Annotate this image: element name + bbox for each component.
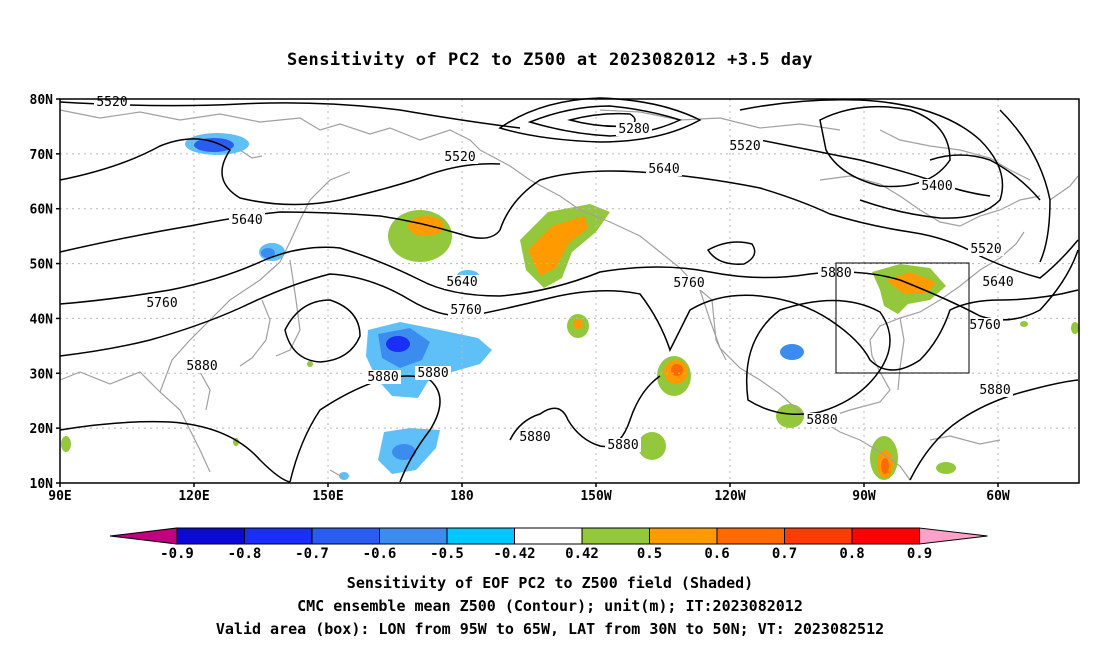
colorbar-segment xyxy=(784,527,853,545)
map-frame xyxy=(59,98,1080,484)
lon-tick-label: 60W xyxy=(986,489,1010,504)
lat-tick-label: 40N xyxy=(30,312,54,327)
colorbar-tick-label: -0.9 xyxy=(160,546,194,562)
lat-tick-label: 10N xyxy=(30,477,54,492)
shade-positive-patch xyxy=(61,204,1079,480)
contour-labels: 5520 5280 5640 5520 5640 5520 5400 5520 5640 5760… xyxy=(94,95,1016,453)
contour-label: 5880 xyxy=(186,359,217,374)
contour-label: 5880 xyxy=(367,370,398,385)
contour-label: 5640 xyxy=(982,275,1013,290)
caption-valid-area: Valid area (box): LON from 95W to 65W, L… xyxy=(215,620,885,638)
colorbar-segment xyxy=(716,527,785,545)
contour-label: 5640 xyxy=(231,213,262,228)
contour-label: 5760 xyxy=(146,296,177,311)
colorbar-tick-label: -0.42 xyxy=(493,546,535,562)
colorbar-segment xyxy=(581,527,650,545)
valid-area-box xyxy=(835,262,970,374)
sensitivity-shading xyxy=(61,133,1079,480)
contour-label: 5760 xyxy=(673,276,704,291)
contour-label: 5760 xyxy=(969,318,1000,333)
colorbar-tick-label: 0.9 xyxy=(907,546,932,562)
colorbar-tick-label: 0.6 xyxy=(704,546,729,562)
colorbar-segment xyxy=(244,527,313,545)
lon-tick-label: 120W xyxy=(714,489,745,504)
colorbar-segment xyxy=(311,527,380,545)
caption-shaded: Sensitivity of EOF PC2 to Z500 field (Sh… xyxy=(346,574,754,592)
lat-tick-label: 20N xyxy=(30,422,54,437)
lat-tick-label: 30N xyxy=(30,367,54,382)
contour-label: 5880 xyxy=(979,383,1010,398)
colorbar-segment xyxy=(176,527,245,545)
lon-tick-label: 90E xyxy=(48,489,71,504)
colorbar-tick-label: 0.5 xyxy=(637,546,662,562)
contour-label: 5640 xyxy=(446,275,477,290)
lat-tick-label: 80N xyxy=(30,93,54,108)
lon-tick-label: 120E xyxy=(178,489,209,504)
contour-label: 5880 xyxy=(806,413,837,428)
contour-label: 5280 xyxy=(618,122,649,137)
coastlines xyxy=(59,109,1079,481)
contour-label: 5640 xyxy=(648,162,679,177)
contour-label: 5880 xyxy=(417,366,448,381)
lat-tick-label: 50N xyxy=(30,258,54,273)
z500-contours xyxy=(59,97,1079,483)
gridlines xyxy=(60,99,1079,483)
colorbar-arrow-low xyxy=(109,527,178,545)
lat-axis: 80N 70N 60N 50N 40N 30N 20N 10N xyxy=(30,93,60,492)
colorbar-tick-label: 0.42 xyxy=(565,546,599,562)
lat-tick-label: 60N xyxy=(30,203,54,218)
colorbar-tick-label: 0.7 xyxy=(772,546,797,562)
colorbar-segment xyxy=(851,527,920,545)
lat-tick-label: 70N xyxy=(30,148,54,163)
colorbar-segment xyxy=(514,527,583,545)
colorbar-tick-label: -0.8 xyxy=(228,546,262,562)
colorbar-tick-label: -0.5 xyxy=(430,546,464,562)
colorbar-arrow-high xyxy=(919,527,988,545)
colorbar-tick-label: -0.6 xyxy=(363,546,397,562)
colorbar-segment xyxy=(379,527,448,545)
contour-label: 5520 xyxy=(970,242,1001,257)
lon-tick-label: 150E xyxy=(312,489,343,504)
map-title: Sensitivity of PC2 to Z500 at 2023082012… xyxy=(286,50,813,70)
lon-tick-label: 150W xyxy=(580,489,611,504)
contour-label: 5760 xyxy=(450,303,481,318)
caption-contour: CMC ensemble mean Z500 (Contour); unit(m… xyxy=(297,597,803,615)
colorbar-tick-label: 0.8 xyxy=(839,546,864,562)
contour-label: 5520 xyxy=(444,150,475,165)
colorbar-tick-label: -0.7 xyxy=(295,546,329,562)
contour-label: 5400 xyxy=(921,179,952,194)
lon-tick-label: 180 xyxy=(450,489,474,504)
contour-label: 5520 xyxy=(729,139,760,154)
contour-label: 5880 xyxy=(519,430,550,445)
contour-label: 5520 xyxy=(96,95,127,110)
colorbar: -0.9 -0.8 -0.7 -0.6 -0.5 -0.42 0.42 0.5 0.6 0.7 0.… xyxy=(109,527,988,562)
lon-tick-label: 90W xyxy=(852,489,876,504)
colorbar-segment xyxy=(446,527,515,545)
lon-axis: 90E 120E 150E 180 150W 120W 90W 60W xyxy=(48,483,1010,504)
shade-negative-patch xyxy=(185,133,804,480)
colorbar-segment xyxy=(649,527,718,545)
contour-label: 5880 xyxy=(607,438,638,453)
